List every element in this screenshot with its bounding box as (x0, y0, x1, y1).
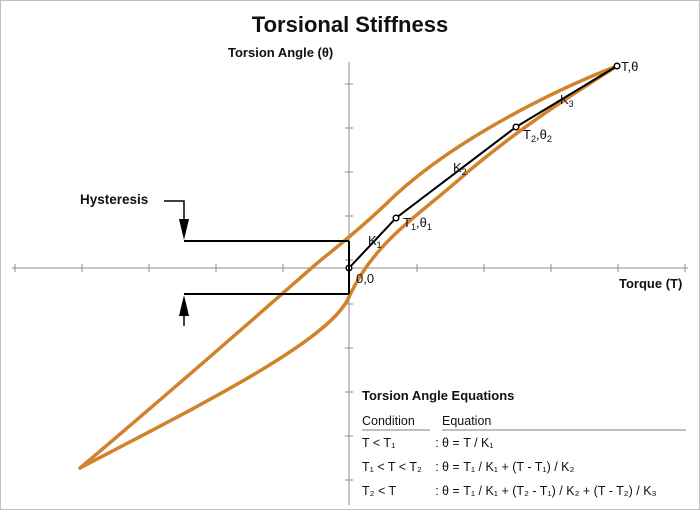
point-label-origin: 0,0 (356, 271, 375, 286)
separator-cell: : (435, 436, 439, 450)
axis-ticks (14, 83, 686, 481)
equations-table: Condition Equation T < T₁ : θ = T / K₁ T… (362, 411, 657, 503)
point-label-t2: T2,θ2 (523, 127, 552, 144)
table-row: T₁ < T < T₂ : θ = T₁ / K₁ + (T - T₁) / K… (362, 455, 657, 479)
y-axis-label: Torsion Angle (θ) (228, 45, 334, 60)
table-row: T₂ < T : θ = T₁ / K₁ + (T₂ - T₁) / K₂ + … (362, 479, 657, 503)
column-header-condition: Condition (362, 414, 415, 428)
hysteresis-label: Hysteresis (80, 192, 149, 207)
condition-cell: T₂ < T (362, 484, 397, 498)
stiffness-label-k3: K3 (560, 92, 574, 109)
arrow-up-icon (179, 295, 189, 316)
point-end (613, 62, 621, 70)
equation-cell: θ = T₁ / K₁ + (T₂ - T₁) / K₂ + (T - T₂) … (442, 484, 657, 498)
separator-cell: : (435, 460, 439, 474)
column-header-equation: Equation (442, 414, 492, 428)
separator-cell: : (435, 484, 439, 498)
chart-title: Torsional Stiffness (251, 12, 449, 37)
equation-cell: θ = T₁ / K₁ + (T - T₁) / K₂ (442, 460, 575, 474)
stiffness-label-k1: K1 (368, 233, 382, 250)
point-label-t1: T1,θ1 (403, 215, 432, 232)
equation-cell: θ = T / K₁ (442, 436, 494, 450)
point-t1 (392, 214, 400, 222)
column-header-spacer (432, 411, 442, 431)
point-label-end: T,θ (621, 59, 639, 74)
equations-title: Torsion Angle Equations (362, 388, 515, 403)
hysteresis-leader-line (164, 200, 185, 219)
condition-cell: T < T₁ (362, 436, 396, 450)
hysteresis-loop-lower-branch (78, 64, 619, 470)
stiffness-label-k2: K2 (453, 160, 467, 177)
x-axis-label: Torque (T) (619, 276, 683, 291)
point-t2 (512, 123, 520, 131)
equations-header-row: Condition Equation (362, 411, 657, 431)
stiffness-segments (348, 65, 618, 269)
arrow-down-icon (179, 219, 189, 240)
table-row: T < T₁ : θ = T / K₁ (362, 431, 657, 455)
hysteresis-loop-upper-branch (78, 64, 619, 470)
condition-cell: T₁ < T < T₂ (362, 460, 422, 474)
